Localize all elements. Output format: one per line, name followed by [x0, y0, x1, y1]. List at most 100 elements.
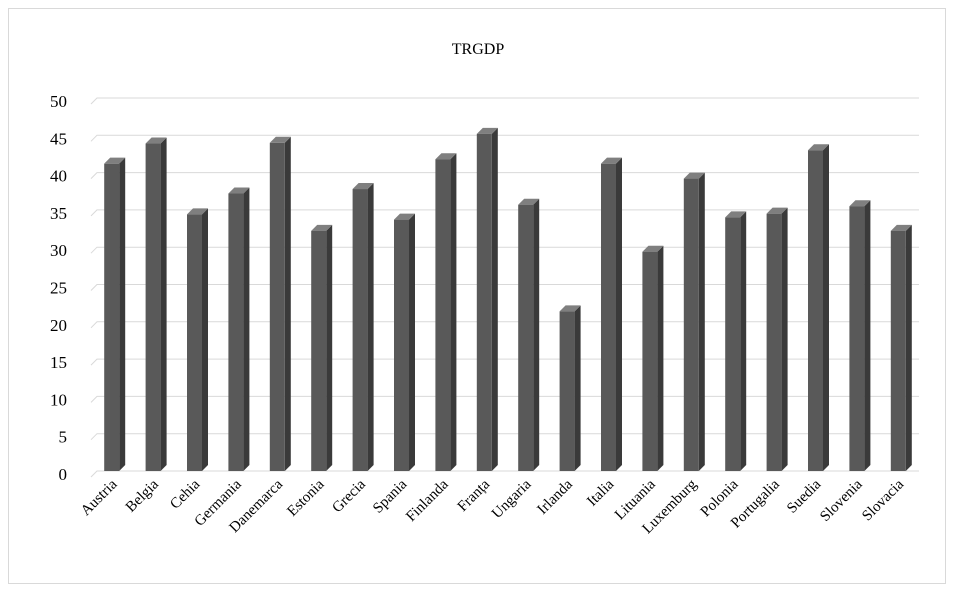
- bar-front: [683, 178, 699, 471]
- bar-italia: [601, 157, 622, 471]
- bar-spania: [394, 213, 415, 471]
- bar-front: [725, 217, 741, 471]
- bar-side: [574, 305, 581, 471]
- bar-top: [601, 157, 622, 164]
- x-tick-label: Italia: [584, 476, 617, 509]
- bar-front: [228, 193, 244, 471]
- bar-front: [435, 159, 451, 472]
- y-tick-label: 50: [50, 92, 67, 111]
- bar-austria: [104, 157, 126, 471]
- bar-top: [808, 144, 829, 151]
- bar-top: [766, 207, 788, 214]
- y-tick-label: 25: [50, 279, 67, 298]
- bar-top: [890, 224, 912, 231]
- bar-front: [559, 311, 575, 471]
- y-tick-label: 30: [50, 241, 67, 260]
- bar-top: [145, 137, 167, 144]
- bar-slovacia: [890, 224, 912, 471]
- bar-front: [145, 143, 161, 471]
- y-tick-label: 40: [50, 167, 67, 186]
- y-tick-label: 20: [50, 316, 67, 335]
- bar-top: [435, 153, 457, 160]
- bar-side: [657, 245, 664, 471]
- gridline: [90, 284, 919, 291]
- gridline: [90, 134, 919, 142]
- y-tick-label: 35: [50, 204, 67, 223]
- y-tick-label: 0: [59, 465, 68, 484]
- bar-lituania: [642, 245, 664, 471]
- bar-grecia: [352, 183, 374, 471]
- x-tick-label: Spania: [370, 476, 410, 516]
- bar-side: [284, 136, 291, 471]
- y-axis-ticks: 0 5 10 15 20 25 30 35 40 45 50: [50, 92, 67, 484]
- bar-front: [104, 163, 120, 471]
- bar-front: [890, 230, 906, 471]
- bar-top: [683, 172, 705, 179]
- gridline: [90, 172, 919, 179]
- bar-top: [849, 200, 871, 207]
- x-tick-label: Irlanda: [535, 476, 577, 518]
- x-tick-label: Suedia: [784, 476, 824, 516]
- bar-side: [491, 127, 498, 471]
- bar-front: [311, 230, 327, 471]
- bar-top: [518, 198, 540, 205]
- bar-top: [228, 187, 250, 194]
- x-axis-labels: Austria Belgia CehiaGermaniaDanemarcaEston…: [78, 476, 907, 537]
- bar-top: [559, 305, 581, 312]
- bar-slovenia: [849, 200, 871, 471]
- gridline: [90, 321, 919, 329]
- x-tick-label: Franța: [455, 476, 494, 515]
- bar-portugalia: [766, 207, 788, 472]
- bar-front: [476, 133, 492, 471]
- bar-danemarca: [269, 136, 291, 472]
- bar-top: [725, 211, 747, 218]
- bar-front: [766, 213, 782, 472]
- bar-top: [269, 136, 291, 143]
- bar-finlanda: [435, 153, 457, 472]
- bar-top: [476, 127, 498, 134]
- chart-frame: TRGDP 0 5 10 15 20 25 30 35 40 45 50 Austria Belgia…: [8, 8, 946, 584]
- gridline: [90, 97, 919, 105]
- bar-top: [642, 245, 664, 252]
- bar-top: [104, 157, 126, 164]
- bar-luxemburg: [683, 172, 705, 471]
- bar-chart: TRGDP 0 5 10 15 20 25 30 35 40 45 50 Austria Belgia…: [50, 41, 919, 537]
- gridline: [90, 395, 919, 403]
- bar-cehia: [187, 208, 208, 471]
- bar-side: [326, 224, 333, 471]
- gridline: [90, 209, 919, 217]
- bar-front: [394, 219, 409, 471]
- bar-side: [823, 144, 829, 471]
- bar-front: [518, 204, 534, 471]
- bar-irlanda: [559, 305, 581, 471]
- gridline: [90, 246, 919, 254]
- bar-top: [187, 208, 208, 215]
- bar-side: [533, 198, 540, 471]
- gridline: [90, 433, 919, 441]
- bar-side: [864, 200, 871, 471]
- bar-side: [367, 183, 374, 471]
- bar-front: [849, 206, 865, 471]
- bar-side: [616, 157, 622, 471]
- bar-belgia: [145, 137, 167, 471]
- gridlines: [90, 97, 919, 478]
- y-tick-label: 15: [50, 353, 67, 372]
- x-tick-label: Slovenia: [817, 476, 866, 525]
- gridline: [90, 358, 919, 366]
- bar-estonia: [311, 224, 333, 471]
- bar-front: [352, 189, 368, 471]
- bar-suedia: [808, 144, 829, 471]
- y-tick-label: 45: [50, 129, 67, 148]
- bar-side: [698, 172, 705, 471]
- bar-top: [311, 224, 333, 231]
- bar-side: [202, 208, 208, 471]
- bar-germania: [228, 187, 250, 471]
- bar-side: [243, 187, 250, 471]
- bar-front: [187, 214, 202, 471]
- bars: [104, 127, 912, 472]
- bar-polonia: [725, 211, 747, 471]
- x-tick-label: Austria: [78, 476, 121, 519]
- bar-front: [642, 251, 658, 471]
- bar-side: [450, 153, 457, 472]
- gridline: [90, 470, 919, 478]
